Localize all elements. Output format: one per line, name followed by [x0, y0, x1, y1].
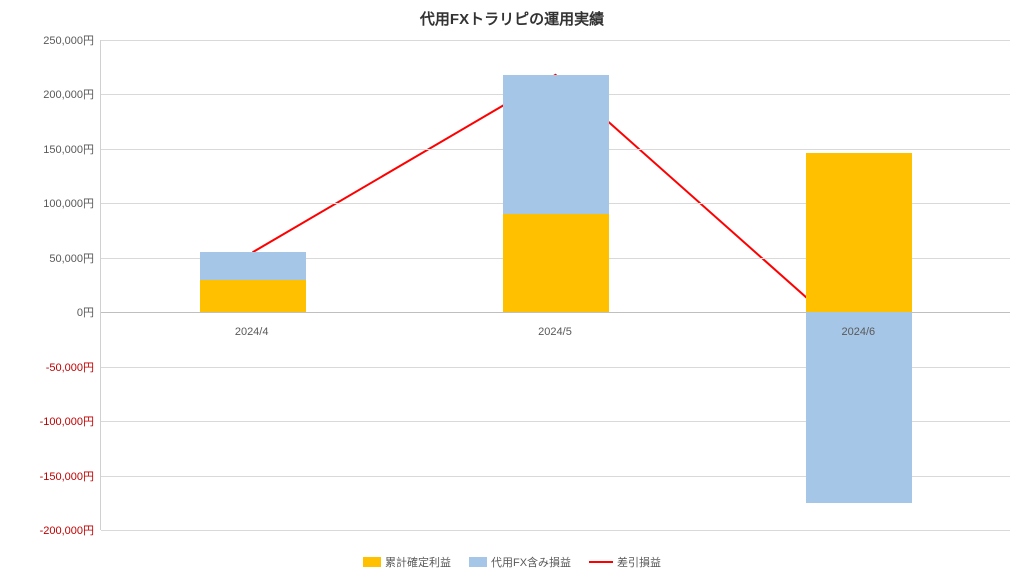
x-axis-label: 2024/5 [538, 326, 572, 338]
y-axis-label: 200,000円 [4, 86, 94, 102]
y-axis-label: 100,000円 [4, 195, 94, 211]
legend-item: 代用FX含み損益 [469, 554, 571, 570]
bar-segment [806, 153, 912, 312]
y-axis-label: 250,000円 [4, 32, 94, 48]
legend-swatch-icon [469, 557, 487, 567]
gridline [101, 40, 1010, 41]
y-axis-label: -50,000円 [4, 359, 94, 375]
legend-swatch-icon [363, 557, 381, 567]
bar-segment [503, 75, 609, 214]
bar-segment [806, 312, 912, 503]
legend-item: 累計確定利益 [363, 554, 451, 570]
plot-area [100, 40, 1010, 530]
y-axis-label: -100,000円 [4, 413, 94, 429]
y-axis-label: -150,000円 [4, 468, 94, 484]
x-axis-label: 2024/4 [235, 326, 269, 338]
legend-label: 代用FX含み損益 [491, 554, 571, 570]
bar-segment [503, 214, 609, 312]
bar-segment [200, 280, 306, 313]
y-axis-label: 150,000円 [4, 141, 94, 157]
gridline [101, 530, 1010, 531]
y-axis-label: 0円 [4, 304, 94, 320]
bar-segment [200, 252, 306, 279]
legend-label: 累計確定利益 [385, 554, 451, 570]
legend-line-icon [589, 561, 613, 563]
legend: 累計確定利益 代用FX含み損益 差引損益 [0, 554, 1024, 570]
chart-title: 代用FXトラリピの運用実績 [0, 8, 1024, 29]
legend-item: 差引損益 [589, 554, 661, 570]
y-axis-label: -200,000円 [4, 522, 94, 538]
chart-container: 代用FXトラリピの運用実績 累計確定利益 代用FX含み損益 差引損益 250,000… [0, 0, 1024, 576]
legend-label: 差引損益 [617, 554, 661, 570]
x-axis-label: 2024/6 [842, 326, 876, 338]
y-axis-label: 50,000円 [4, 250, 94, 266]
